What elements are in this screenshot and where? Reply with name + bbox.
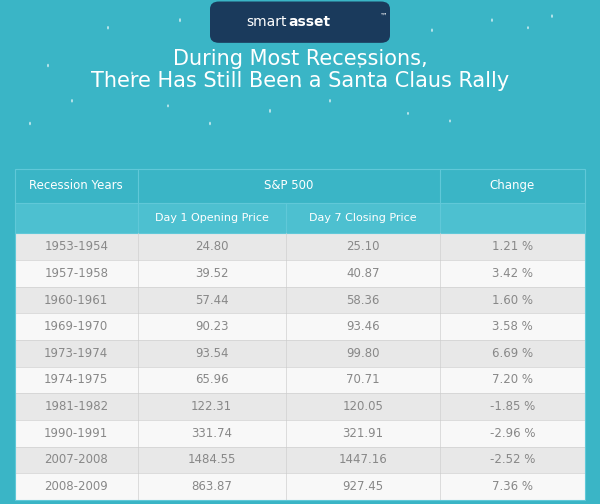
Text: 120.05: 120.05 [342, 400, 383, 413]
FancyBboxPatch shape [15, 260, 585, 287]
Ellipse shape [407, 112, 409, 115]
Ellipse shape [371, 16, 373, 20]
Text: 1.60 %: 1.60 % [492, 293, 533, 306]
Ellipse shape [299, 84, 301, 87]
Text: 3.42 %: 3.42 % [492, 267, 533, 280]
Text: 2007-2008: 2007-2008 [44, 454, 108, 467]
Text: ™: ™ [380, 12, 388, 21]
Text: 321.91: 321.91 [342, 427, 383, 440]
Text: 99.80: 99.80 [346, 347, 379, 360]
Text: 6.69 %: 6.69 % [492, 347, 533, 360]
FancyBboxPatch shape [15, 313, 585, 340]
Text: 24.80: 24.80 [195, 240, 229, 253]
Ellipse shape [227, 34, 229, 37]
Text: 1953-1954: 1953-1954 [44, 240, 108, 253]
Ellipse shape [269, 109, 271, 113]
Ellipse shape [179, 18, 181, 22]
Text: smart: smart [246, 15, 287, 29]
Text: -1.85 %: -1.85 % [490, 400, 535, 413]
Ellipse shape [329, 99, 331, 102]
FancyBboxPatch shape [15, 169, 585, 203]
Ellipse shape [359, 65, 361, 68]
Text: 1484.55: 1484.55 [187, 454, 236, 467]
Text: 1957-1958: 1957-1958 [44, 267, 108, 280]
Ellipse shape [131, 72, 133, 75]
Text: 40.87: 40.87 [346, 267, 379, 280]
Ellipse shape [431, 29, 433, 32]
FancyBboxPatch shape [15, 233, 585, 260]
Text: 3.58 %: 3.58 % [492, 320, 533, 333]
Text: 93.54: 93.54 [195, 347, 229, 360]
Ellipse shape [209, 122, 211, 125]
Text: 1973-1974: 1973-1974 [44, 347, 109, 360]
Ellipse shape [479, 77, 481, 80]
Text: There Has Still Been a Santa Claus Rally: There Has Still Been a Santa Claus Rally [91, 71, 509, 91]
Text: 1447.16: 1447.16 [338, 454, 387, 467]
FancyBboxPatch shape [15, 473, 585, 500]
Text: 863.87: 863.87 [191, 480, 232, 493]
Text: 1990-1991: 1990-1991 [44, 427, 109, 440]
Text: 25.10: 25.10 [346, 240, 379, 253]
FancyBboxPatch shape [15, 287, 585, 313]
Text: 1.21 %: 1.21 % [492, 240, 533, 253]
Text: 90.23: 90.23 [195, 320, 229, 333]
FancyBboxPatch shape [15, 203, 585, 233]
Text: S&P 500: S&P 500 [264, 179, 313, 193]
Ellipse shape [551, 15, 553, 18]
Text: 70.71: 70.71 [346, 373, 380, 387]
Text: 1969-1970: 1969-1970 [44, 320, 109, 333]
Text: Day 7 Closing Price: Day 7 Closing Price [309, 213, 416, 223]
Text: 331.74: 331.74 [191, 427, 232, 440]
Text: 1981-1982: 1981-1982 [44, 400, 109, 413]
Text: 2008-2009: 2008-2009 [44, 480, 108, 493]
FancyBboxPatch shape [15, 420, 585, 447]
Text: -2.52 %: -2.52 % [490, 454, 535, 467]
Text: Day 1 Opening Price: Day 1 Opening Price [155, 213, 269, 223]
Text: 7.36 %: 7.36 % [492, 480, 533, 493]
Ellipse shape [29, 122, 31, 125]
FancyBboxPatch shape [15, 367, 585, 393]
Text: 7.20 %: 7.20 % [492, 373, 533, 387]
FancyBboxPatch shape [210, 2, 390, 43]
Ellipse shape [491, 19, 493, 22]
Ellipse shape [71, 99, 73, 102]
FancyBboxPatch shape [15, 340, 585, 367]
Text: 58.36: 58.36 [346, 293, 379, 306]
Text: 57.44: 57.44 [195, 293, 229, 306]
Text: During Most Recessions,: During Most Recessions, [173, 49, 427, 70]
Text: 93.46: 93.46 [346, 320, 380, 333]
Ellipse shape [527, 26, 529, 29]
Text: 39.52: 39.52 [195, 267, 229, 280]
Text: -2.96 %: -2.96 % [490, 427, 535, 440]
Text: 122.31: 122.31 [191, 400, 232, 413]
Text: asset: asset [288, 15, 330, 29]
Text: Recession Years: Recession Years [29, 179, 123, 193]
Ellipse shape [107, 26, 109, 29]
Text: Change: Change [490, 179, 535, 193]
FancyBboxPatch shape [15, 393, 585, 420]
Ellipse shape [239, 61, 241, 65]
Text: 65.96: 65.96 [195, 373, 229, 387]
Text: 1960-1961: 1960-1961 [44, 293, 109, 306]
Ellipse shape [47, 64, 49, 67]
Ellipse shape [449, 119, 451, 122]
FancyBboxPatch shape [15, 447, 585, 473]
Text: 927.45: 927.45 [342, 480, 383, 493]
Ellipse shape [167, 104, 169, 107]
Text: 1974-1975: 1974-1975 [44, 373, 109, 387]
